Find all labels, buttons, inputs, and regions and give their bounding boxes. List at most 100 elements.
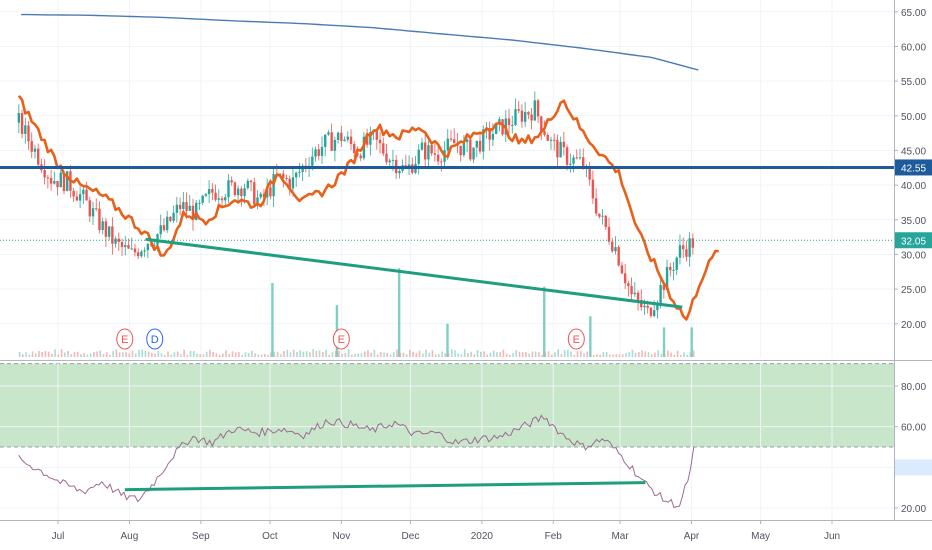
price-tag[interactable] [895, 232, 932, 249]
volume-bar [341, 353, 343, 357]
volume-bar [122, 352, 124, 357]
osc-value-tag[interactable] [895, 459, 932, 476]
volume-bar [109, 354, 111, 357]
candle-body [291, 177, 295, 189]
volume-bar [283, 351, 285, 357]
time-axis[interactable]: Jul Aug Sep Oct Nov Dec 2020 Feb Mar Apr May Jun [0, 520, 932, 542]
volume-bar [28, 354, 31, 357]
candle-body [601, 215, 604, 217]
candle-body [85, 189, 88, 201]
volume-bar [647, 352, 650, 357]
price-axis-bg[interactable] [894, 0, 932, 360]
volume-bar [473, 354, 476, 357]
volume-bar [183, 349, 185, 357]
volume-bar [286, 349, 289, 357]
volume-bar [176, 351, 179, 357]
time-tick-label: Jul [52, 531, 65, 542]
volume-bar [480, 351, 482, 357]
volume-bar [463, 349, 466, 357]
candle-body [230, 180, 233, 183]
volume-bar [125, 352, 127, 357]
oscillator-series-line [18, 414, 695, 509]
volume-bar [409, 349, 411, 357]
candle-body [133, 248, 137, 253]
candle-body [249, 180, 253, 183]
event-marker-circle[interactable] [146, 328, 164, 350]
candle-body [543, 130, 546, 136]
candle-body [188, 205, 191, 211]
candle-body [327, 132, 330, 135]
volume-bar [415, 352, 418, 357]
candle-body [520, 110, 524, 122]
volume-bar [683, 352, 685, 357]
price-trend-line[interactable] [145, 237, 683, 309]
volume-bar [93, 352, 95, 357]
volume-bar [689, 352, 692, 357]
volume-bar [144, 350, 147, 357]
volume-bar [679, 354, 682, 357]
volume-bar [563, 349, 566, 357]
candle-body [643, 305, 646, 308]
volume-bar [105, 352, 108, 357]
volume-bar [73, 352, 76, 357]
volume-bar [380, 352, 382, 357]
candle-body [688, 238, 691, 257]
candle-body [56, 181, 59, 188]
volume-bar [134, 353, 137, 357]
event-marker[interactable]: E [332, 328, 350, 350]
oscillator-support-line[interactable] [124, 481, 646, 492]
candle-body [662, 285, 666, 290]
candle-body [346, 136, 349, 140]
candle-body [453, 139, 456, 144]
event-marker-circle[interactable] [567, 328, 585, 350]
price-tick-label: 55.00 [901, 77, 926, 88]
price-tick-label: 60.00 [901, 42, 926, 53]
support-trend-line[interactable] [145, 237, 683, 309]
volume-bar [344, 353, 347, 357]
volume-bar [450, 349, 453, 357]
price-axis[interactable]: 65.00 60.00 55.00 50.00 45.00 40.00 35.00 30.00… [894, 0, 932, 520]
volume-bar [386, 353, 389, 357]
volume-bar [34, 353, 37, 357]
price-tag[interactable] [895, 159, 932, 176]
candle-body [623, 273, 627, 284]
volume-bar [38, 351, 40, 357]
volume-bar [625, 353, 627, 357]
volume-bar [254, 353, 256, 357]
candle-body [117, 238, 121, 242]
event-marker-circle[interactable] [116, 328, 134, 350]
event-marker-circle[interactable] [332, 328, 350, 350]
candle-body [378, 139, 382, 144]
volume-bar [25, 352, 27, 357]
volume-bar [376, 354, 379, 357]
osc-tick-label: 80.00 [901, 382, 926, 393]
candle-body [527, 112, 530, 115]
candle-body [336, 132, 340, 140]
candle-body [491, 133, 495, 140]
event-marker[interactable]: E [567, 328, 585, 350]
volume-bar [557, 349, 560, 357]
candle-body [672, 269, 675, 271]
volume-bar [644, 351, 647, 357]
volume-bar [657, 350, 659, 357]
candle-body [162, 225, 166, 231]
volume-bar [692, 350, 695, 357]
event-marker[interactable]: D [146, 328, 164, 350]
candle-body [124, 245, 127, 247]
volume-bar [431, 350, 434, 357]
event-marker[interactable]: E [116, 328, 134, 350]
volume-bar [80, 354, 82, 357]
candle-body [427, 145, 430, 160]
oscillator-trend-line[interactable] [124, 481, 646, 492]
price-plot-area[interactable] [0, 0, 894, 358]
osc-tick-label: 20.00 [901, 504, 926, 515]
volume-bar [554, 352, 556, 357]
volume-bar [225, 350, 227, 357]
candle-body [324, 134, 327, 147]
price-panel[interactable]: E D E E 65.00 60.00 55.00 50.00 45.00 40.00 35.00… [0, 0, 932, 520]
osc-axis-bg[interactable] [895, 362, 932, 520]
